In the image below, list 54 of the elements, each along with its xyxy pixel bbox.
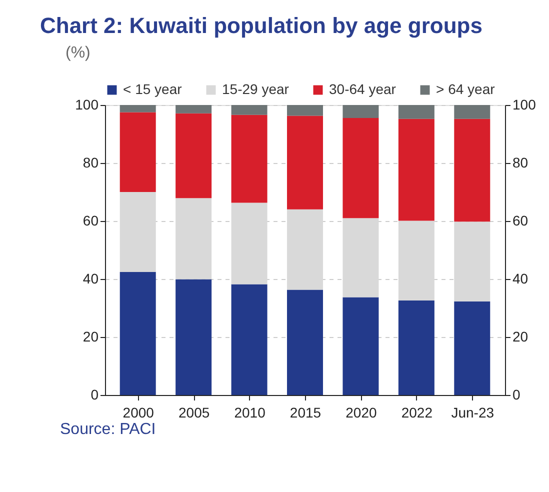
bar bbox=[120, 105, 156, 112]
y2-tick-label: 100 bbox=[512, 96, 536, 112]
bar bbox=[398, 118, 434, 221]
bar bbox=[231, 114, 268, 203]
bar bbox=[454, 105, 490, 119]
y-axis-title: (%) bbox=[66, 44, 90, 62]
x-tick-label: 2005 bbox=[178, 404, 210, 420]
bar bbox=[454, 222, 490, 302]
y-tick-label: 20 bbox=[82, 328, 99, 344]
bar bbox=[287, 105, 323, 116]
bar bbox=[231, 105, 268, 115]
y2-tick-label: 0 bbox=[512, 386, 520, 402]
bar bbox=[287, 290, 323, 395]
bar bbox=[176, 105, 212, 114]
bar bbox=[176, 198, 212, 280]
bar bbox=[120, 272, 156, 395]
legend-label: 15-29 year bbox=[222, 81, 290, 97]
x-tick-label: 2015 bbox=[290, 404, 322, 420]
y-tick-label: 60 bbox=[82, 212, 99, 228]
y-tick-label: 100 bbox=[75, 96, 99, 112]
legend-label: > 64 year bbox=[436, 81, 496, 97]
y-tick-label: 0 bbox=[90, 386, 99, 402]
bar bbox=[342, 297, 379, 395]
bar bbox=[120, 112, 156, 192]
bar bbox=[287, 209, 323, 290]
legend-label: 30-64 year bbox=[329, 81, 396, 97]
x-tick-label: 2022 bbox=[401, 404, 433, 420]
bar bbox=[342, 105, 379, 118]
x-tick-label: 2010 bbox=[234, 404, 266, 420]
bar bbox=[398, 105, 434, 119]
bar bbox=[120, 192, 156, 272]
bar bbox=[398, 300, 434, 395]
bar bbox=[287, 116, 323, 210]
bar bbox=[398, 220, 434, 300]
bar bbox=[454, 301, 490, 395]
bar bbox=[176, 279, 212, 395]
bar bbox=[454, 118, 490, 222]
y2-tick-label: 20 bbox=[512, 328, 528, 344]
bar bbox=[342, 118, 379, 218]
x-tick-label: 2020 bbox=[346, 404, 377, 420]
x-tick-label: 2000 bbox=[122, 404, 154, 420]
y-tick-label: 40 bbox=[82, 270, 99, 286]
bar bbox=[342, 218, 379, 298]
y2-tick-label: 40 bbox=[512, 270, 528, 286]
y2-tick-label: 80 bbox=[512, 154, 528, 170]
bar bbox=[231, 202, 268, 284]
legend-label: < 15 year bbox=[123, 81, 182, 97]
bar bbox=[176, 113, 212, 198]
y-tick-label: 80 bbox=[82, 154, 99, 170]
source-note: Source: PACI bbox=[60, 421, 156, 438]
bar bbox=[231, 284, 268, 395]
chart-title: Chart 2: Kuwaiti population by age groups bbox=[40, 13, 482, 38]
y2-tick-label: 60 bbox=[512, 212, 528, 228]
x-tick-label: Jun-23 bbox=[451, 404, 494, 420]
